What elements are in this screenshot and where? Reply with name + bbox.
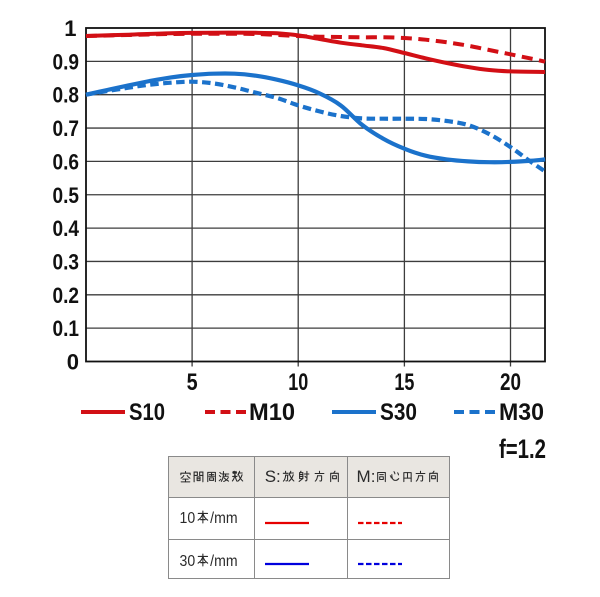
svg-text:0.4: 0.4	[53, 216, 80, 241]
svg-text:S10: S10	[129, 399, 165, 426]
svg-text:0.8: 0.8	[53, 83, 80, 108]
svg-text:15: 15	[394, 369, 414, 396]
svg-text:M10: M10	[249, 399, 295, 426]
svg-text:0.1: 0.1	[53, 316, 80, 341]
svg-text:M30: M30	[499, 399, 544, 426]
svg-text:0.6: 0.6	[53, 149, 80, 174]
svg-text:20: 20	[500, 369, 521, 396]
svg-text:S30: S30	[380, 399, 417, 426]
svg-text:0: 0	[67, 350, 79, 375]
svg-text:0.5: 0.5	[53, 183, 80, 208]
svg-text:f=1.2: f=1.2	[499, 434, 546, 464]
svg-text:0.9: 0.9	[53, 49, 80, 74]
svg-text:0.2: 0.2	[53, 283, 80, 308]
svg-text:1: 1	[64, 16, 76, 41]
svg-text:0.7: 0.7	[53, 116, 80, 141]
svg-text:0.3: 0.3	[53, 250, 80, 275]
svg-text:10: 10	[288, 369, 308, 396]
svg-text:5: 5	[187, 369, 198, 396]
